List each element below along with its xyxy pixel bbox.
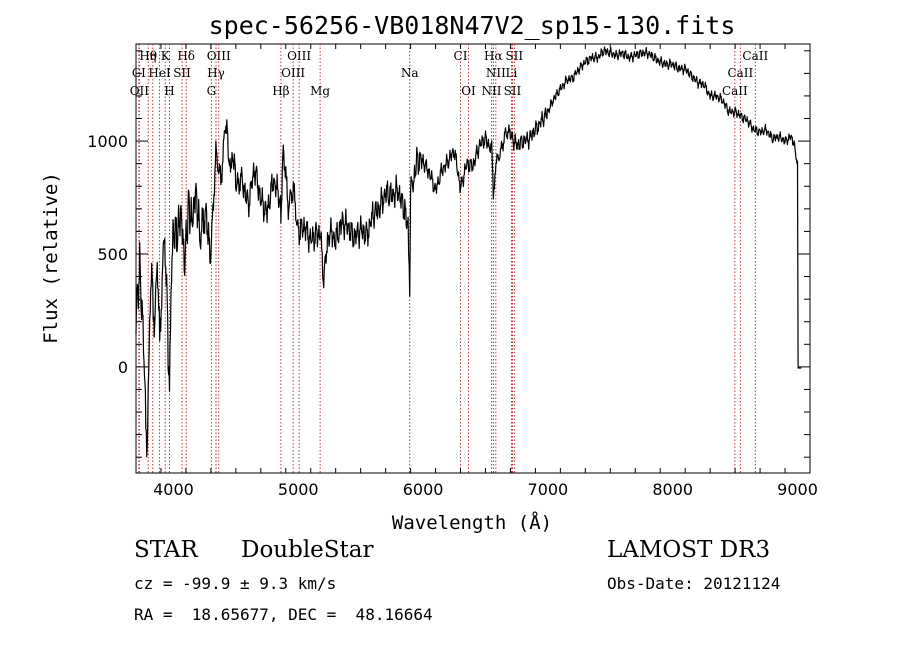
y-tick-label: 1000 bbox=[87, 132, 128, 151]
object-class: STAR bbox=[134, 537, 198, 563]
spectral-line-label: SII bbox=[504, 84, 522, 98]
spectral-line-label: H bbox=[164, 84, 174, 98]
x-tick-label: 9000 bbox=[777, 480, 818, 499]
survey-name: LAMOST DR3 bbox=[607, 537, 771, 563]
x-tick-label: 4000 bbox=[153, 480, 194, 499]
velocity-readout: cz = -99.9 ± 9.3 km/s bbox=[134, 574, 337, 593]
spectral-line-label: Hα bbox=[484, 49, 503, 63]
spectral-line-label: OI bbox=[461, 84, 476, 98]
x-tick-label: 7000 bbox=[528, 480, 569, 499]
coordinates-readout: RA = 18.65677, DEC = 48.16664 bbox=[134, 605, 433, 624]
x-axis-label: Wavelength (Å) bbox=[392, 511, 552, 534]
spectral-line-label: η bbox=[149, 49, 156, 63]
spectral-line-label: Hγ bbox=[207, 66, 225, 80]
x-tick-label: 5000 bbox=[278, 480, 319, 499]
spectral-line-label: CaII bbox=[727, 66, 753, 80]
spectral-line-label: K bbox=[161, 49, 171, 63]
y-axis-label: Flux (relative) bbox=[40, 172, 62, 344]
spectral-line-label: HeI bbox=[148, 66, 171, 80]
spectral-line-label: SII bbox=[505, 49, 523, 63]
spectral-line-label: Li bbox=[506, 66, 518, 80]
spectral-line-label: Mg bbox=[310, 84, 330, 98]
spectral-line-label: OIII bbox=[287, 49, 311, 63]
spectral-line-label: SII bbox=[173, 66, 191, 80]
chart-title: spec-56256-VB018N47V2_sp15-130.fits bbox=[209, 11, 736, 40]
plot-border bbox=[135, 43, 811, 474]
spectrum-line bbox=[135, 46, 802, 458]
spectral-line-label: OIII bbox=[207, 49, 231, 63]
plot-frame bbox=[135, 43, 811, 474]
spectral-line-label: Na bbox=[401, 66, 419, 80]
spectral-line-label: OII bbox=[130, 84, 150, 98]
y-tick-label: 0 bbox=[118, 358, 128, 377]
spectral-line-label: CaII bbox=[742, 49, 768, 63]
spectral-line-label: NII bbox=[486, 66, 506, 80]
y-tick-label: 500 bbox=[97, 245, 128, 264]
spectral-line-label: G bbox=[207, 84, 217, 98]
spectral-line-label: Hβ bbox=[272, 84, 289, 98]
spectral-line-label: NII bbox=[481, 84, 501, 98]
spectral-line-label: OIII bbox=[281, 66, 305, 80]
observation-date: Obs-Date: 20121124 bbox=[607, 574, 781, 593]
x-tick-label: 8000 bbox=[652, 480, 693, 499]
object-subclass: DoubleStar bbox=[241, 537, 374, 563]
x-axis: 4000 5000 6000 7000 8000 9000 bbox=[135, 44, 818, 499]
x-tick-label: 6000 bbox=[403, 480, 444, 499]
y-axis: 0 500 1000 bbox=[87, 50, 810, 458]
spectral-line-label: CaII bbox=[722, 84, 748, 98]
spectral-line-label: Hδ bbox=[177, 49, 195, 63]
spectral-line-label: CI bbox=[454, 49, 468, 63]
